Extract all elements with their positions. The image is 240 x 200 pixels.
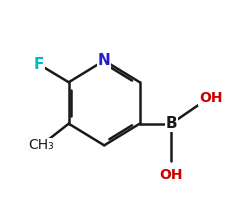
Text: CH₃: CH₃ <box>28 138 54 152</box>
Text: B: B <box>165 116 177 131</box>
Text: N: N <box>98 53 111 68</box>
Text: OH: OH <box>160 168 183 182</box>
Text: OH: OH <box>199 91 222 105</box>
Text: F: F <box>34 57 44 72</box>
